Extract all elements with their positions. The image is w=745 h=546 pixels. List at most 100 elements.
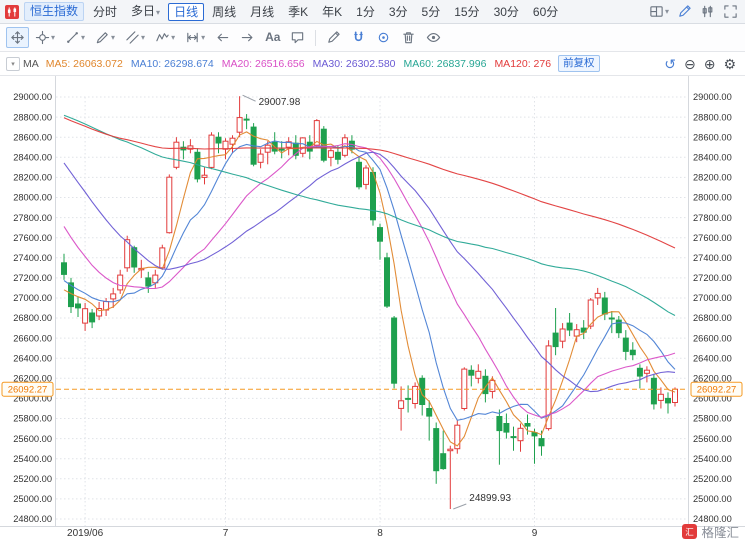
crosshair-tool[interactable]: ▾ <box>31 27 59 48</box>
svg-text:2019/06: 2019/06 <box>67 528 104 539</box>
pan-tool[interactable] <box>6 27 29 48</box>
svg-text:27800.00: 27800.00 <box>693 213 732 223</box>
svg-text:26400.00: 26400.00 <box>13 353 52 363</box>
edit-tool[interactable] <box>322 27 345 48</box>
arrow-right-tool[interactable] <box>236 27 259 48</box>
settings-icon[interactable]: ⚙ <box>723 55 736 72</box>
candles <box>61 96 678 509</box>
svg-text:27400.00: 27400.00 <box>13 253 52 263</box>
measure-tool[interactable]: ▾ <box>181 27 209 48</box>
svg-text:28000.00: 28000.00 <box>13 193 52 203</box>
tab-季K[interactable]: 季K <box>288 4 309 19</box>
brush-button[interactable] <box>677 4 692 19</box>
layout-button[interactable]: ▾ <box>649 4 669 19</box>
expand-icon <box>724 5 737 18</box>
visibility-tool[interactable] <box>422 27 445 48</box>
svg-text:27200.00: 27200.00 <box>13 273 52 283</box>
layout-icon <box>650 6 663 17</box>
period-tabs: 分时 多日▾ 日线 周线 月线 季K 年K 1分 3分 5分 15分 30分 60分 <box>87 2 564 22</box>
tab-3分[interactable]: 3分 <box>388 4 408 19</box>
zoom-out-icon[interactable]: ⊖ <box>683 55 696 72</box>
svg-text:25200.00: 25200.00 <box>693 474 732 484</box>
target-icon <box>379 32 389 43</box>
undo-icon[interactable]: ↺ <box>664 55 676 72</box>
kline-svg[interactable]: 29000.00 29000.00 28800.00 28800.00 28600.00… <box>0 76 745 543</box>
adjust-mode-badge[interactable]: 前复权 <box>558 55 600 72</box>
tab-日线[interactable]: 日线 <box>168 2 205 21</box>
svg-text:28200.00: 28200.00 <box>13 173 52 183</box>
svg-text:26000.00: 26000.00 <box>693 394 732 404</box>
svg-text:24899.93: 24899.93 <box>469 493 511 504</box>
chevron-down-icon: ▾ <box>6 56 20 71</box>
svg-text:27600.00: 27600.00 <box>13 233 52 243</box>
text-tool[interactable]: Aa <box>261 27 284 48</box>
symbol-tab[interactable]: 恒生指数 <box>24 2 85 21</box>
pencil-line-icon <box>96 32 108 44</box>
tab-5分[interactable]: 5分 <box>421 4 441 19</box>
ma-item-MA10: MA10: 26298.674 <box>130 57 214 70</box>
ma-item-MA5: MA5: 26063.072 <box>45 57 123 70</box>
arrow-right-icon <box>241 33 253 42</box>
svg-text:26400.00: 26400.00 <box>693 353 732 363</box>
ma-item-MA20: MA20: 26516.656 <box>221 57 305 70</box>
svg-text:26800.00: 26800.00 <box>13 313 52 323</box>
comment-tool[interactable] <box>286 27 309 48</box>
arrow-left-tool[interactable] <box>211 27 234 48</box>
svg-text:26800.00: 26800.00 <box>693 313 732 323</box>
svg-text:26000.00: 26000.00 <box>13 394 52 404</box>
tab-1分[interactable]: 1分 <box>356 4 375 19</box>
zoom-in-icon[interactable]: ⊕ <box>703 55 716 72</box>
toolbar-divider <box>315 29 317 46</box>
tab-分时[interactable]: 分时 <box>93 4 118 19</box>
kline-style-icon <box>702 5 713 18</box>
tab-多日[interactable]: 多日▾ <box>131 3 161 18</box>
svg-text:24800.00: 24800.00 <box>13 514 52 524</box>
expand-button[interactable] <box>723 4 738 19</box>
svg-text:27200.00: 27200.00 <box>693 273 732 283</box>
delete-tool[interactable] <box>397 27 420 48</box>
magnet-icon <box>354 31 364 42</box>
tab-月线[interactable]: 月线 <box>250 4 275 19</box>
kline-style-button[interactable] <box>700 4 715 19</box>
magnet-tool[interactable] <box>347 27 370 48</box>
svg-text:26200.00: 26200.00 <box>693 374 732 384</box>
svg-text:28200.00: 28200.00 <box>693 173 732 183</box>
tab-周线[interactable]: 周线 <box>212 4 237 19</box>
measure-icon <box>187 32 198 43</box>
delete-icon <box>403 32 415 44</box>
kline-chart[interactable]: 29000.00 29000.00 28800.00 28800.00 28600.00… <box>0 76 745 543</box>
svg-text:25400.00: 25400.00 <box>693 454 732 464</box>
svg-text:24800.00: 24800.00 <box>693 514 732 524</box>
svg-text:25000.00: 25000.00 <box>13 494 52 504</box>
drawing-toolbar: ▾ ▾ ▾ ▾ ▾ ▾ Aa <box>0 24 745 52</box>
ma-lines <box>63 114 676 447</box>
period-tabbar: 恒生指数 分时 多日▾ 日线 周线 月线 季K 年K 1分 3分 5分 15分 30分 60分 ▾ <box>0 0 745 24</box>
tab-年K[interactable]: 年K <box>322 4 343 19</box>
channel-tool[interactable]: ▾ <box>121 27 149 48</box>
wave-icon <box>156 33 169 42</box>
ma-item-MA30: MA30: 26302.580 <box>312 57 396 70</box>
chart-action-icons: ↺ ⊖ ⊕ ⚙ <box>664 57 739 71</box>
tabbar-right-icons: ▾ <box>649 4 740 19</box>
trendline-tool[interactable]: ▾ <box>61 27 89 48</box>
watermark-text: 格隆汇 <box>701 526 739 540</box>
gelonghui-logo-icon: 汇 <box>682 524 698 539</box>
brush-icon <box>679 5 691 17</box>
indicator-selector[interactable]: ▾ MA <box>6 56 39 71</box>
indicator-bar: ▾ MA MA5: 26063.072 MA10: 26298.674 MA20: … <box>0 52 745 76</box>
last-price-line: 26092.27 26092.27 <box>1 381 743 397</box>
svg-text:28600.00: 28600.00 <box>13 132 52 142</box>
crosshair-icon <box>35 30 50 45</box>
tab-60分[interactable]: 60分 <box>532 4 559 19</box>
tab-30分[interactable]: 30分 <box>493 4 519 19</box>
pencil-line-tool[interactable]: ▾ <box>91 27 119 48</box>
svg-text:26092.27: 26092.27 <box>697 385 737 396</box>
svg-text:27600.00: 27600.00 <box>693 233 732 243</box>
tab-15分[interactable]: 15分 <box>454 4 480 19</box>
ma-item-MA60: MA60: 26837.996 <box>403 57 487 70</box>
target-tool[interactable] <box>372 27 395 48</box>
svg-text:26600.00: 26600.00 <box>13 333 52 343</box>
annotations: 29007.98 24899.93 <box>242 94 511 510</box>
edit-icon <box>328 31 341 43</box>
wave-tool[interactable]: ▾ <box>151 27 179 48</box>
